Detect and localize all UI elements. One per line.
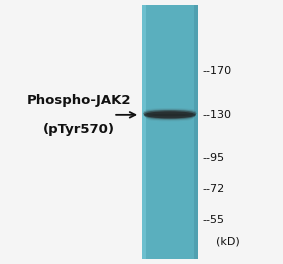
Ellipse shape: [143, 110, 196, 116]
Ellipse shape: [145, 108, 195, 112]
Ellipse shape: [143, 111, 196, 118]
Text: --95: --95: [202, 153, 224, 163]
Ellipse shape: [146, 116, 193, 120]
Text: (pTyr570): (pTyr570): [43, 123, 115, 136]
Text: Phospho-JAK2: Phospho-JAK2: [27, 94, 132, 107]
Text: (kD): (kD): [216, 237, 240, 247]
Text: --170: --170: [202, 66, 231, 76]
Text: --55: --55: [202, 215, 224, 225]
Text: --130: --130: [202, 110, 231, 120]
Bar: [194, 5, 198, 259]
Ellipse shape: [147, 118, 192, 121]
Ellipse shape: [143, 109, 196, 114]
Text: --72: --72: [202, 184, 225, 194]
Bar: [142, 5, 198, 259]
Ellipse shape: [145, 114, 195, 119]
Bar: [142, 5, 146, 259]
